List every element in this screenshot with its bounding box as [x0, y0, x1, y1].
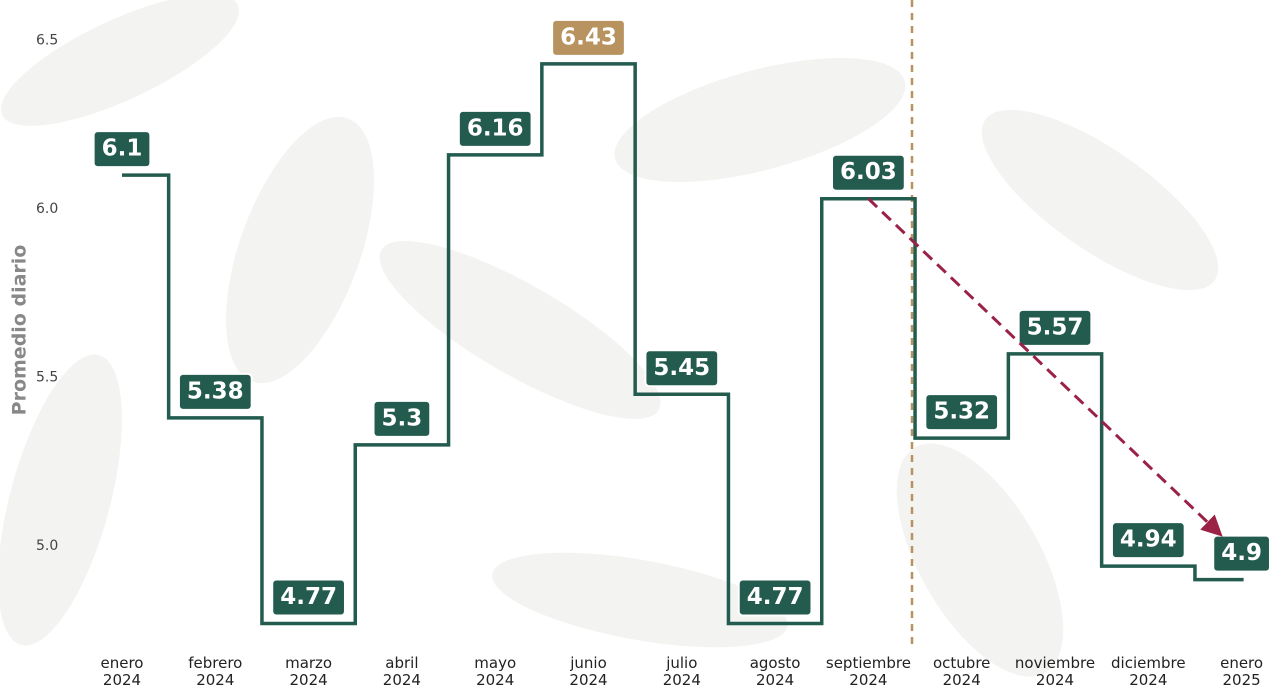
value-label-text: 5.45	[653, 355, 710, 381]
value-label-box	[177, 372, 253, 411]
background-pattern	[0, 0, 1219, 677]
x-tick-label: diciembre 2024	[1111, 654, 1186, 687]
value-label: 6.43	[551, 18, 626, 57]
x-tick-label: septiembre 2024	[826, 654, 911, 687]
value-label: 6.1	[92, 130, 152, 169]
value-label-box	[1017, 308, 1093, 347]
x-tick-label: julio 2024	[663, 654, 701, 687]
x-tick-label: enero 2025	[1220, 654, 1263, 687]
x-tick-label: febrero 2024	[188, 654, 242, 687]
value-label-box	[924, 393, 1000, 432]
y-axis-label: Promedio diario	[9, 245, 31, 416]
value-label-text: 5.38	[187, 378, 244, 404]
x-tick-label: noviembre 2024	[1015, 654, 1095, 687]
value-label-box	[1212, 534, 1271, 573]
value-label-text: 6.43	[560, 24, 617, 50]
value-label: 4.94	[1110, 521, 1186, 560]
value-label-text: 4.9	[1221, 540, 1262, 566]
value-label-box	[372, 399, 432, 438]
x-tick-label: agosto 2024	[750, 654, 801, 687]
value-label: 5.3	[372, 399, 432, 438]
step-line	[122, 62, 1244, 626]
x-tick-label: marzo 2024	[285, 654, 332, 687]
value-label-text: 4.77	[280, 584, 337, 610]
x-tick-label: enero 2024	[101, 654, 144, 687]
y-tick-label: 5.0	[36, 538, 58, 554]
value-label: 5.57	[1017, 308, 1093, 347]
value-label: 4.77	[271, 578, 346, 617]
value-label-box	[1110, 521, 1186, 560]
value-label: 6.03	[831, 153, 906, 192]
value-label: 5.32	[924, 393, 1000, 432]
value-label-text: 5.3	[382, 405, 423, 431]
value-label-text: 4.94	[1120, 527, 1177, 553]
y-tick-label: 6.5	[36, 32, 58, 48]
value-label-text: 6.16	[467, 115, 524, 141]
value-label-box	[551, 18, 626, 57]
value-label-box	[271, 578, 346, 617]
value-label-box	[644, 349, 720, 388]
value-label: 5.38	[177, 372, 253, 411]
value-label-box	[737, 578, 813, 617]
value-label-text: 6.1	[102, 136, 143, 162]
x-tick-label: junio 2024	[569, 654, 607, 687]
value-label-text: 5.32	[933, 399, 990, 425]
value-label: 4.9	[1212, 534, 1271, 573]
value-label-text: 4.77	[747, 584, 804, 610]
value-label-box	[831, 153, 906, 192]
trend-arrow	[867, 197, 1223, 537]
y-tick-label: 6.0	[36, 201, 58, 217]
value-label-box	[92, 130, 152, 169]
value-label-text: 6.03	[840, 159, 897, 185]
x-tick-label: octubre 2024	[933, 654, 990, 687]
value-label-box	[457, 109, 533, 148]
value-label: 5.45	[644, 349, 720, 388]
value-label: 4.77	[737, 578, 813, 617]
x-tick-label: abril 2024	[383, 654, 421, 687]
x-tick-label: mayo 2024	[474, 654, 516, 687]
value-label: 6.16	[457, 109, 533, 148]
y-tick-label: 5.5	[36, 369, 58, 385]
value-label-text: 5.57	[1027, 314, 1084, 340]
